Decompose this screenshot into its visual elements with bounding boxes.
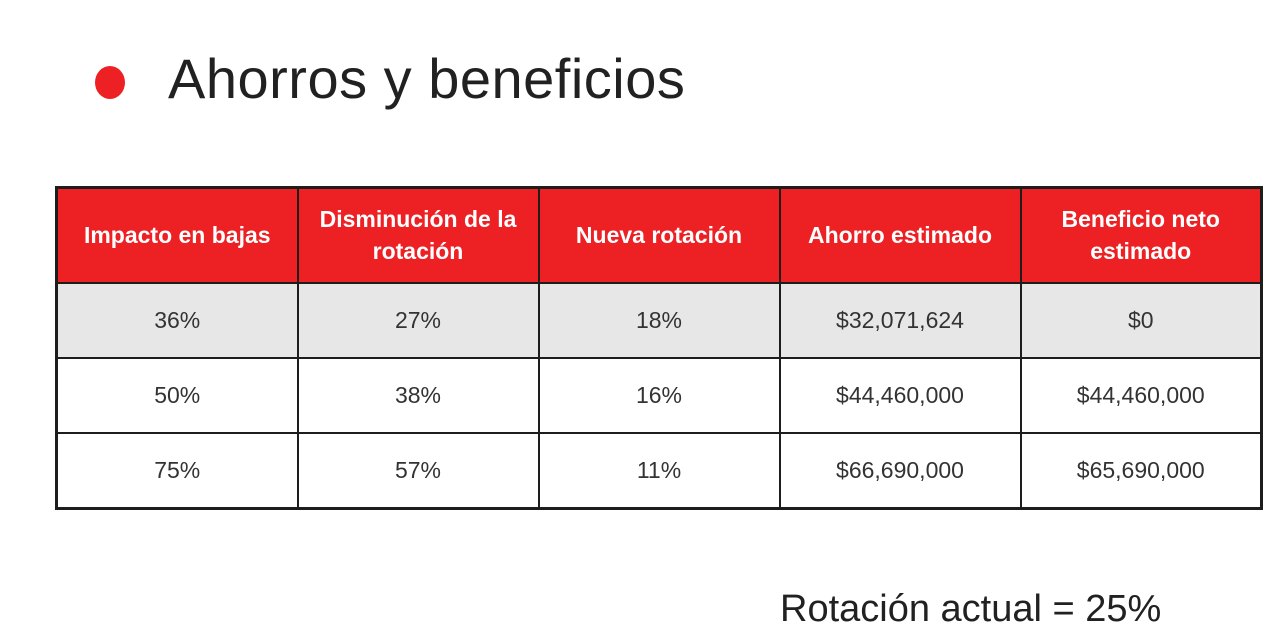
column-header-beneficio-neto-estimado: Beneficio neto estimado [1019,186,1263,284]
table-cell: $65,690,000 [1019,432,1263,510]
column-header-ahorro-estimado: Ahorro estimado [778,186,1022,284]
table-cell: 11% [537,432,781,510]
table-cell: 57% [296,432,540,510]
table-cell: $0 [1019,282,1263,359]
savings-benefits-table: Impacto en bajas Disminución de la rotac… [55,186,1263,510]
page-title: Ahorros y beneficios [168,47,686,110]
table-row: 75% 57% 11% $66,690,000 $65,690,000 [55,432,1263,510]
table-cell: 75% [55,432,299,510]
table-cell: $66,690,000 [778,432,1022,510]
table-header-row: Impacto en bajas Disminución de la rotac… [55,186,1263,284]
table-cell: 16% [537,357,781,434]
bullet-icon [95,66,125,99]
table-cell: $44,460,000 [778,357,1022,434]
table-row: 50% 38% 16% $44,460,000 $44,460,000 [55,357,1263,434]
table-cell: 50% [55,357,299,434]
rotation-note: Rotación actual = 25% [780,588,1162,630]
table-cell: $44,460,000 [1019,357,1263,434]
table-row: 36% 27% 18% $32,071,624 $0 [55,282,1263,359]
table-cell: 38% [296,357,540,434]
table-cell: $32,071,624 [778,282,1022,359]
column-header-disminucion-rotacion: Disminución de la rotación [296,186,540,284]
table-cell: 27% [296,282,540,359]
table-cell: 36% [55,282,299,359]
table-cell: 18% [537,282,781,359]
column-header-impacto-en-bajas: Impacto en bajas [55,186,299,284]
column-header-nueva-rotacion: Nueva rotación [537,186,781,284]
